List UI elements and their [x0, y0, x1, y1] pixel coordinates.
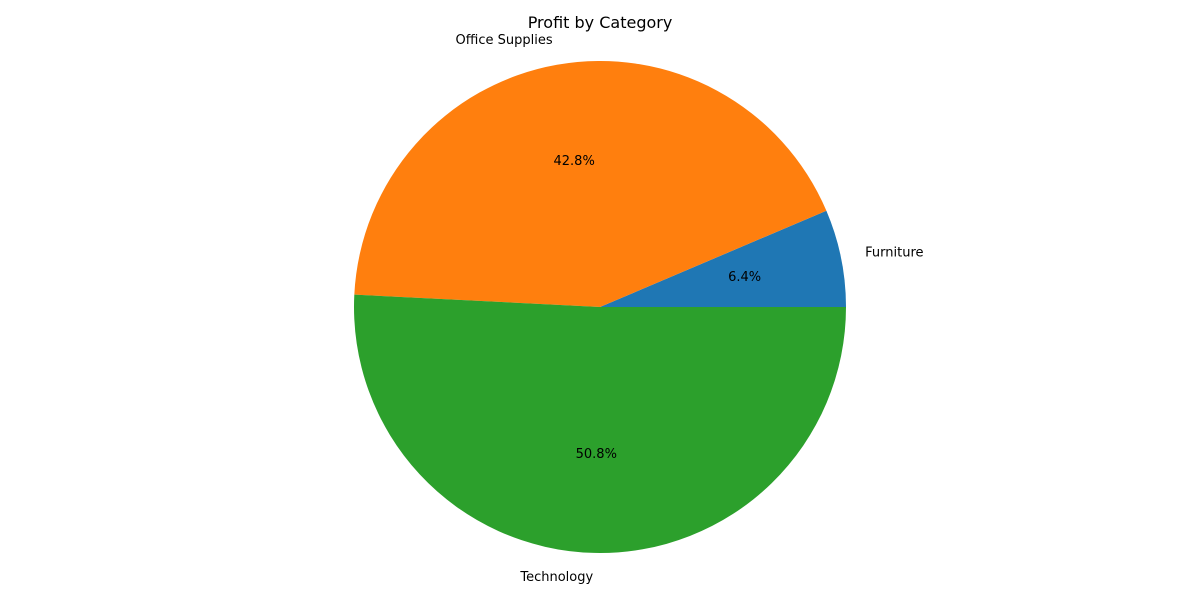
category-label-furniture: Furniture — [865, 245, 923, 260]
percent-label-technology: 50.8% — [576, 447, 617, 462]
percent-label-furniture: 6.4% — [728, 270, 761, 285]
pie-labels: Furniture 6.4% Office Supplies 42.8% Technol… — [456, 33, 924, 585]
category-label-office-supplies: Office Supplies — [456, 33, 553, 48]
category-label-technology: Technology — [519, 570, 593, 585]
pie-slices — [353, 61, 846, 554]
pie-slice-technology — [353, 294, 846, 554]
chart-title: Profit by Category — [528, 13, 673, 32]
percent-label-office-supplies: 42.8% — [554, 154, 595, 169]
pie-slice-furniture — [600, 210, 846, 307]
pie-slice-office-supplies — [354, 61, 827, 307]
